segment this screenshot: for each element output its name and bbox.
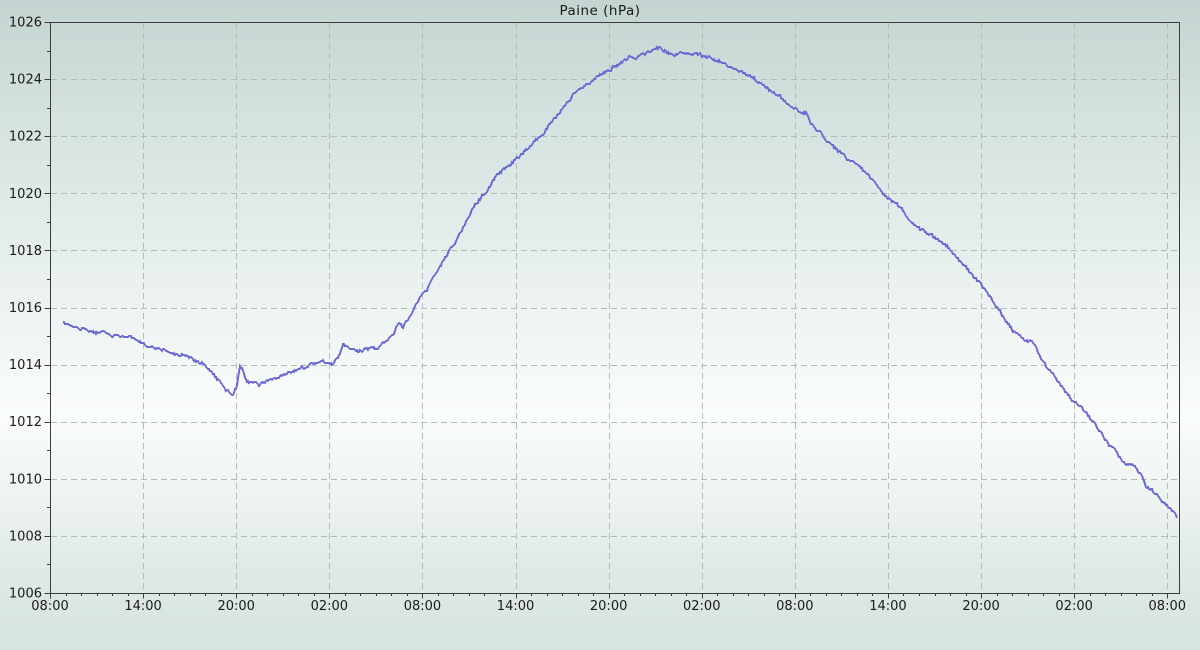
x-tick-label: 14:00 [124, 599, 161, 614]
pressure-line [63, 44, 1178, 519]
y-tick-label: 1010 [9, 472, 42, 487]
x-tick-label: 20:00 [217, 599, 254, 614]
y-tick-label: 1024 [9, 73, 42, 88]
y-tick-label: 1018 [9, 244, 42, 259]
y-tick-label: 1008 [9, 529, 42, 544]
plot-border [50, 22, 1180, 594]
x-tick-label: 14:00 [869, 599, 906, 614]
x-tick-label: 20:00 [962, 599, 999, 614]
x-tick-label: 14:00 [497, 599, 534, 614]
x-tick-label: 02:00 [1055, 599, 1092, 614]
tick-labels: 08:00 14:00 20:00 02:00 08:00 14:00 20:00 02:00… [9, 16, 1186, 615]
y-tick-label: 1016 [9, 301, 42, 316]
y-tick-label: 1020 [9, 187, 42, 202]
x-tick-label: 08:00 [776, 599, 813, 614]
y-tick-label: 1006 [9, 587, 42, 602]
y-tick-label: 1022 [9, 130, 42, 145]
grid-lines [51, 23, 1179, 592]
x-tick-label: 08:00 [31, 599, 68, 614]
chart-title: Paine (hPa) [559, 3, 641, 19]
x-tick-label: 08:00 [1149, 599, 1186, 614]
y-tick-label: 1026 [9, 16, 42, 31]
y-tick-label: 1012 [9, 415, 42, 430]
x-tick-label: 02:00 [683, 599, 720, 614]
x-tick-label: 20:00 [590, 599, 627, 614]
x-tick-label: 08:00 [404, 599, 441, 614]
x-tick-label: 02:00 [311, 599, 348, 614]
y-tick-label: 1014 [9, 358, 42, 373]
